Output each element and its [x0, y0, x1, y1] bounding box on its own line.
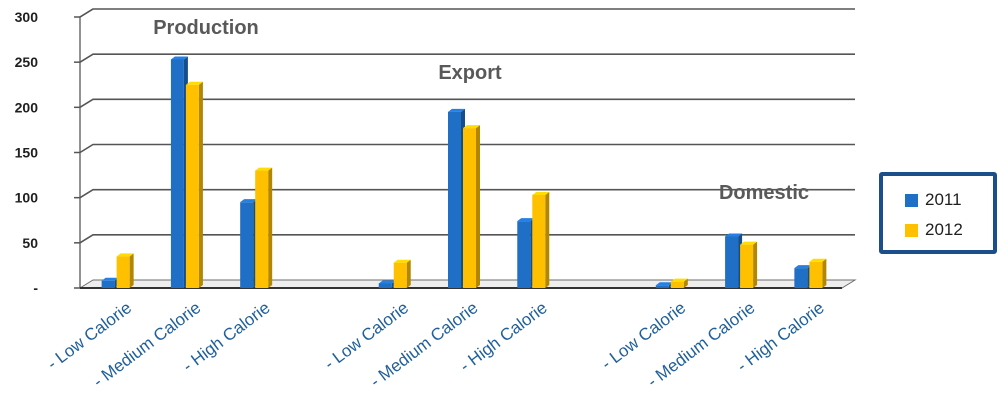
bar-2012	[809, 258, 827, 288]
legend-swatch-2011	[905, 193, 918, 207]
y-tick-label: -	[33, 280, 38, 296]
gridline	[79, 188, 855, 199]
y-tick-label: 250	[15, 54, 39, 70]
legend-item-2012: 2012	[905, 215, 993, 245]
bar-2012	[740, 241, 758, 288]
bar-2011	[794, 265, 812, 288]
group-titles: Production Export Domestic	[153, 17, 809, 204]
bar-2012	[393, 259, 411, 288]
legend-label-2012: 2012	[925, 220, 963, 239]
y-tick-label: 150	[15, 145, 39, 161]
y-tick-label: 200	[15, 99, 39, 115]
bar-2011	[170, 56, 188, 288]
group-title-production: Production	[153, 17, 259, 39]
y-tick-label: 300	[15, 9, 39, 25]
y-tick-label: 50	[22, 235, 38, 251]
bars	[101, 56, 827, 288]
bar-2012	[670, 278, 688, 288]
legend-label-2011: 2011	[925, 190, 962, 209]
bar-2011	[240, 199, 258, 288]
y-tick-label: 100	[15, 190, 39, 206]
legend-swatch-2012	[905, 223, 918, 237]
gridlines	[79, 8, 855, 244]
bar-2012	[116, 253, 134, 288]
group-title-domestic: Domestic	[719, 182, 809, 204]
bar-2011	[101, 277, 119, 288]
bar-2012	[463, 125, 480, 288]
y-axis-ticks: 300 250 200 150 100 50 -	[15, 9, 80, 296]
legend: 2011 2012	[879, 172, 997, 254]
bar-2012	[185, 81, 203, 288]
gridline	[79, 234, 855, 244]
x-axis-categories: - Low Calorie- Medium Calorie- High Calo…	[44, 298, 828, 391]
gridline	[79, 8, 855, 18]
bar-2012	[255, 167, 273, 288]
bar-2012	[532, 191, 550, 288]
legend-item-2011: 2011	[905, 185, 993, 215]
group-title-export: Export	[438, 62, 502, 84]
gridline	[79, 98, 855, 109]
bar-2011	[378, 280, 396, 288]
gridline	[79, 53, 855, 63]
bar-2011	[448, 108, 465, 288]
bar-2011	[517, 218, 535, 288]
gridline	[79, 143, 855, 154]
bar-2011	[725, 233, 743, 288]
